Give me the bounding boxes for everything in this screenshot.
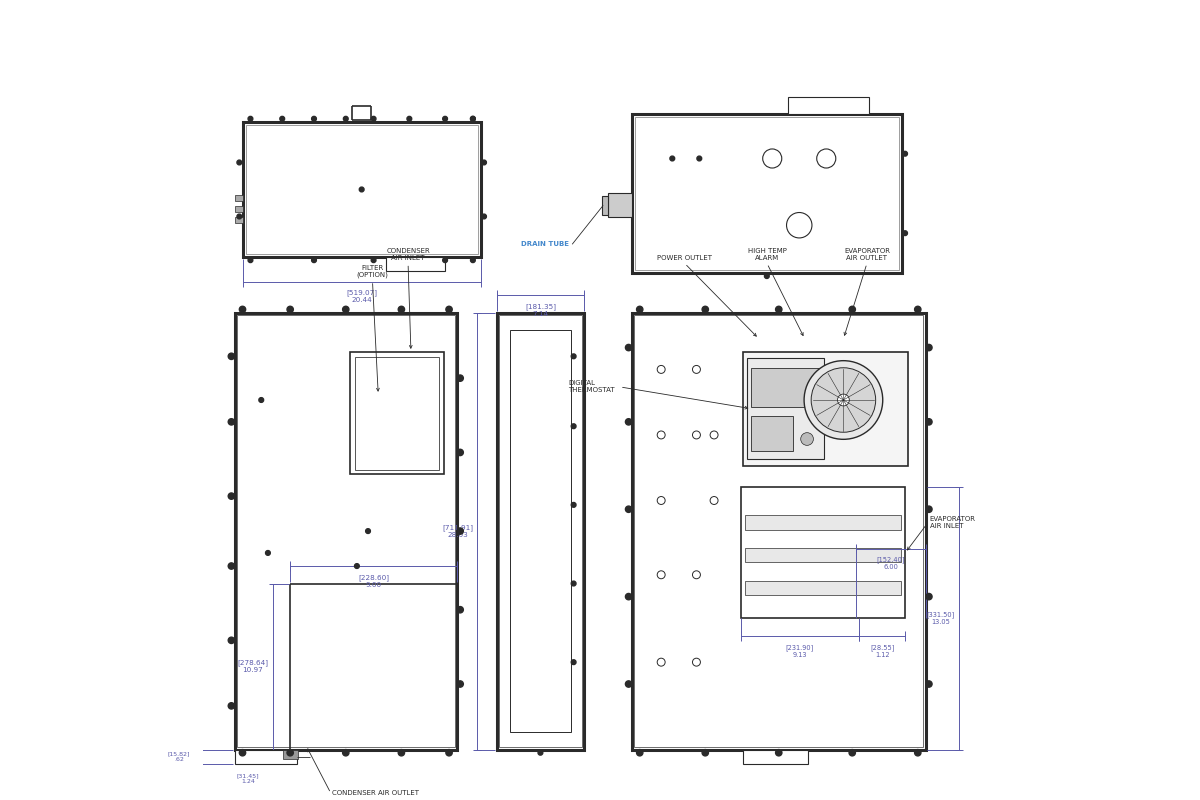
Circle shape [239,306,246,313]
Circle shape [625,344,631,350]
Bar [634,315,923,747]
Text: [28.55]
1.12: [28.55] 1.12 [870,644,894,658]
Bar [635,117,899,270]
Text: [152.40]
6.00: [152.40] 6.00 [876,557,905,570]
Text: [181.35]
7.14: [181.35] 7.14 [524,303,556,317]
Circle shape [702,750,708,756]
Text: POWER OUTLET: POWER OUTLET [658,255,712,261]
Circle shape [236,160,241,165]
Circle shape [850,306,856,313]
Bar [744,581,901,595]
Circle shape [470,258,475,262]
Bar [510,330,571,732]
Circle shape [571,354,576,358]
Circle shape [457,528,463,534]
Circle shape [407,116,412,121]
Circle shape [571,660,576,665]
Circle shape [354,564,359,569]
Bar [234,194,242,201]
Bar [744,750,808,764]
Circle shape [312,116,317,121]
Circle shape [371,116,376,121]
Text: [278.64]
10.97: [278.64] 10.97 [236,660,268,674]
Text: CONDENSER AIR OUTLET: CONDENSER AIR OUTLET [332,790,420,796]
Text: [231.90]
9.13: [231.90] 9.13 [786,644,814,658]
Circle shape [838,394,850,406]
Circle shape [398,750,404,756]
Circle shape [571,424,576,429]
Bar [608,194,631,218]
Circle shape [925,594,932,600]
Bar [631,313,925,750]
Circle shape [228,563,234,570]
Bar [740,487,905,618]
Circle shape [902,230,907,235]
Circle shape [228,637,234,643]
Circle shape [343,306,349,313]
Circle shape [776,750,781,755]
Text: [31.45]
1.24: [31.45] 1.24 [236,774,259,784]
Text: DRAIN TUBE: DRAIN TUBE [521,242,569,247]
Circle shape [457,375,463,382]
Circle shape [764,274,769,278]
Circle shape [248,116,253,121]
Text: DIGITAL
THERMOSTAT: DIGITAL THERMOSTAT [569,380,614,394]
Circle shape [636,306,643,313]
Circle shape [366,529,371,534]
Circle shape [287,306,293,313]
Circle shape [343,116,348,121]
Bar [234,206,242,212]
Circle shape [625,418,631,425]
Bar [744,352,908,466]
Bar [242,122,481,257]
Bar [751,416,793,451]
Circle shape [265,550,270,555]
Circle shape [800,433,814,446]
Circle shape [571,581,576,586]
Circle shape [775,306,782,313]
Circle shape [625,506,631,513]
Circle shape [804,361,883,439]
Circle shape [914,306,920,313]
Circle shape [228,418,234,425]
Circle shape [287,750,293,756]
Circle shape [236,214,241,219]
Circle shape [443,116,448,121]
Circle shape [811,368,876,432]
Text: EVAPORATOR
AIR OUTLET: EVAPORATOR AIR OUTLET [844,248,890,261]
Circle shape [248,258,253,262]
Bar [748,358,824,459]
Circle shape [239,750,246,756]
Circle shape [359,187,364,192]
Circle shape [371,258,376,262]
Circle shape [636,750,643,756]
Circle shape [457,606,463,613]
Circle shape [925,506,932,513]
Bar [283,750,298,759]
Circle shape [571,502,576,507]
Circle shape [914,750,920,756]
Circle shape [925,344,932,350]
Circle shape [443,258,448,262]
Circle shape [280,116,284,121]
Circle shape [775,750,782,756]
Circle shape [446,750,452,756]
Circle shape [398,306,404,313]
Circle shape [259,398,264,402]
Circle shape [670,156,674,161]
Bar [751,368,820,406]
Bar [234,750,296,764]
Circle shape [481,214,486,219]
Bar [385,257,445,271]
Bar [744,548,901,562]
Text: [519.07]
20.44: [519.07] 20.44 [346,289,377,302]
Bar [601,196,608,215]
Bar [350,352,444,474]
Bar [246,125,478,254]
Circle shape [538,750,542,755]
Text: [228.60]
9.00: [228.60] 9.00 [358,574,389,588]
Circle shape [697,156,702,161]
Bar [236,315,455,747]
Bar [355,357,439,470]
Bar [631,114,902,273]
